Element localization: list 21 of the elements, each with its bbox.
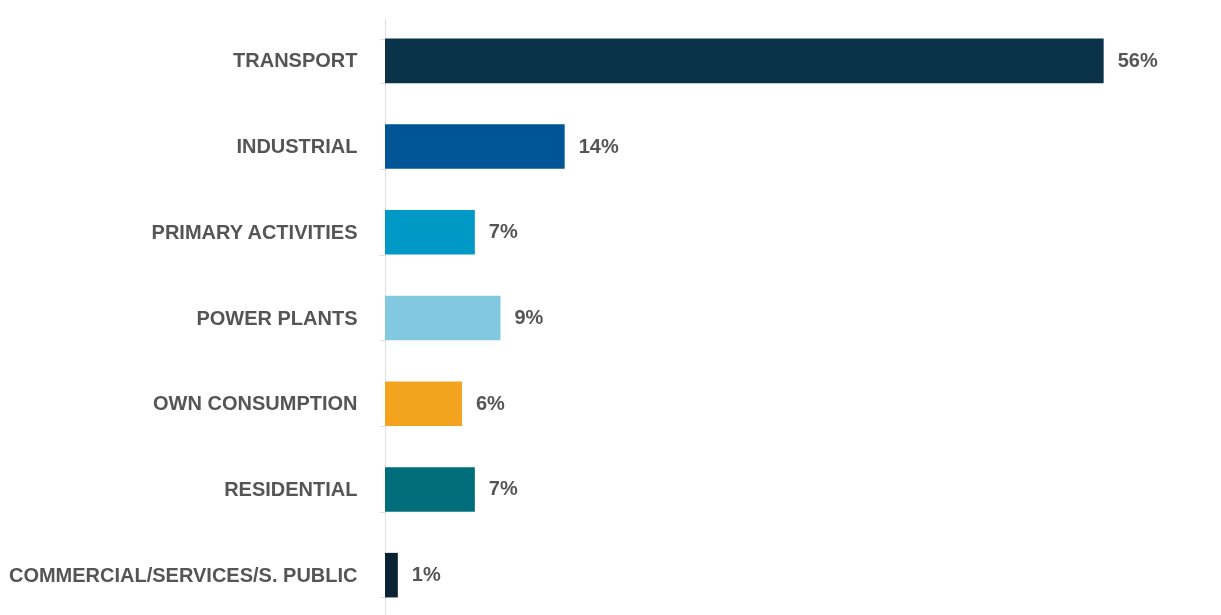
y-tick-label: COMMERCIAL/SERVICES/S. PUBLIC: [8, 563, 358, 586]
bar: [385, 38, 1104, 84]
bar: [385, 552, 398, 598]
bar: [385, 467, 475, 512]
bar: [385, 210, 475, 255]
bar: [385, 295, 501, 341]
data-label: 9%: [514, 306, 544, 328]
y-tick-label: OWN CONSUMPTION: [153, 392, 358, 415]
data-label: 6%: [476, 391, 506, 414]
y-tick-label: POWER PLANTS: [196, 306, 358, 329]
bar: [385, 381, 462, 426]
data-label: 14%: [578, 134, 619, 157]
data-label: 7%: [488, 220, 518, 243]
bar: [385, 124, 565, 169]
data-label: 56%: [1117, 48, 1158, 71]
data-label: 1%: [411, 563, 441, 586]
data-label: 7%: [488, 477, 518, 500]
y-tick-label: TRANSPORT: [233, 49, 358, 72]
y-tick-label: PRIMARY ACTIVITIES: [151, 220, 358, 243]
y-tick-label: RESIDENTIAL: [224, 477, 358, 500]
y-tick-label: INDUSTRIAL: [236, 135, 358, 158]
